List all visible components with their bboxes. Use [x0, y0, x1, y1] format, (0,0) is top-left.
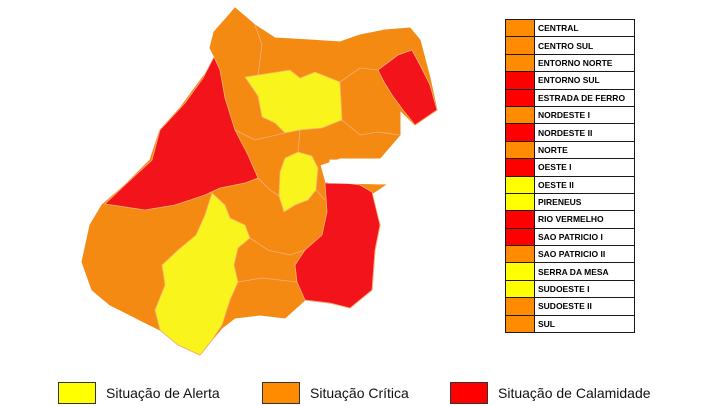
legend-swatch [450, 382, 488, 404]
legend: Situação de Alerta Situação Crítica Situaç… [0, 378, 720, 406]
table-row: SAO PATRICIO I [505, 227, 635, 247]
table-row: ESTRADA DE FERRO [505, 88, 635, 107]
legend-label: Situação Crítica [310, 385, 409, 401]
region-name: ENTORNO SUL [534, 71, 635, 90]
legend-label: Situação de Alerta [106, 385, 220, 401]
status-swatch [505, 158, 535, 177]
status-swatch [505, 245, 535, 264]
table-row: SUL [505, 314, 635, 334]
region-norte [244, 69, 343, 134]
status-swatch [505, 210, 535, 229]
status-swatch [505, 140, 535, 160]
region-name: OESTE II [534, 175, 635, 194]
table-row: OESTE I [505, 158, 635, 177]
regions-table: CENTRAL CENTRO SUL ENTORNO NORTE ENTORNO SU… [505, 18, 635, 334]
table-row: SUDOESTE II [505, 297, 635, 316]
region-name: SUL [534, 314, 635, 334]
table-row: SERRA DA MESA [505, 262, 635, 281]
region-name: ENTORNO NORTE [534, 53, 635, 73]
region-name: SUDOESTE II [534, 297, 635, 316]
region-name: SERRA DA MESA [534, 262, 635, 281]
legend-swatch [58, 382, 96, 404]
region-name: NORDESTE I [534, 105, 635, 125]
region-name: PIRENEUS [534, 192, 635, 212]
region-name: SUDOESTE I [534, 279, 635, 299]
status-swatch [505, 123, 535, 142]
table-row: RIO VERMELHO [505, 210, 635, 229]
status-swatch [505, 105, 535, 125]
status-swatch [505, 192, 535, 212]
status-swatch [505, 175, 535, 194]
table-row: ENTORNO SUL [505, 71, 635, 90]
status-swatch [505, 88, 535, 107]
table-row: PIRENEUS [505, 192, 635, 212]
region-name: RIO VERMELHO [534, 210, 635, 229]
region-name: SAO PATRICIO I [534, 227, 635, 247]
state-map [81, 7, 438, 356]
legend-label: Situação de Calamidade [498, 385, 651, 401]
region-name: NORDESTE II [534, 123, 635, 142]
table-row: CENTRAL [505, 18, 635, 38]
region-east-red [294, 182, 381, 309]
status-swatch [505, 18, 535, 38]
status-swatch [505, 227, 535, 247]
status-swatch [505, 36, 535, 55]
region-name: SAO PATRICIO II [534, 245, 635, 264]
region-name: CENTRO SUL [534, 36, 635, 55]
status-swatch [505, 279, 535, 299]
legend-swatch [262, 382, 300, 404]
region-name: CENTRAL [534, 18, 635, 38]
table-row: NORDESTE II [505, 123, 635, 142]
table-row: NORTE [505, 140, 635, 160]
region-oeste-i [104, 56, 259, 211]
table-row: SUDOESTE I [505, 279, 635, 299]
table-row: ENTORNO NORTE [505, 53, 635, 73]
federal-district-notch [327, 159, 383, 185]
region-boundaries [234, 24, 401, 283]
status-swatch [505, 314, 535, 334]
status-swatch [505, 262, 535, 281]
region-name: NORTE [534, 140, 635, 160]
status-swatch [505, 71, 535, 90]
region-pireneus [278, 151, 319, 213]
status-swatch [505, 297, 535, 316]
table-row: SAO PATRICIO II [505, 245, 635, 264]
table-row: NORDESTE I [505, 105, 635, 125]
region-name: OESTE I [534, 158, 635, 177]
region-sudoeste [154, 192, 251, 356]
region-name: ESTRADA DE FERRO [534, 88, 635, 107]
region-nordeste-ii [377, 49, 438, 126]
status-swatch [505, 53, 535, 73]
table-row: CENTRO SUL [505, 36, 635, 55]
table-row: OESTE II [505, 175, 635, 194]
